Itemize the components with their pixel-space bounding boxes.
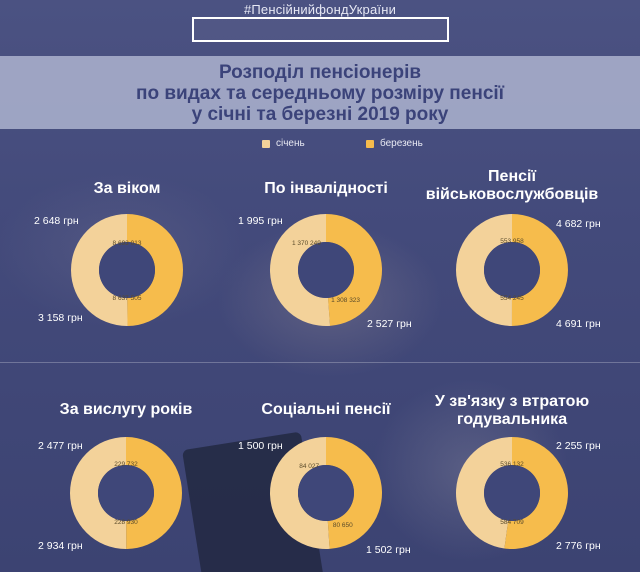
donut-chart: 1 370 249 1 308 323 [270,214,383,326]
count-label-march: 554 245 [500,295,524,302]
legend: січень березень [0,138,640,154]
count-label-march: 228 930 [114,519,138,526]
donut-chart: 229 732 228 930 [70,437,183,549]
panel-title-line-2: військовослужбовців [425,186,599,203]
panel-title: За віком [17,180,237,198]
donut-hole [298,465,354,521]
legend-swatch-march [366,139,374,148]
count-label-january: 1 370 249 [292,240,321,247]
avg-pension-january: 4 682 грн [556,218,601,230]
row-divider [0,362,640,363]
panel-title: По інвалідності [216,180,436,198]
slice-march [511,214,568,326]
header-frame [192,17,449,42]
count-label-january: 553 958 [500,238,524,245]
slice-january [270,214,331,326]
panel-title-line-1: По інвалідності [264,180,388,197]
avg-pension-january: 2 477 грн [38,440,83,452]
donut-hole [98,465,154,521]
slice-january [270,437,330,549]
count-label-march: 1 308 323 [331,297,360,304]
slice-march [326,437,383,549]
donut-chart: 536 132 584 709 [455,437,568,549]
slice-january [70,214,128,326]
avg-pension-march: 1 502 грн [366,544,411,556]
donut-hole [298,242,354,298]
count-label-january: 84 027 [299,463,319,470]
legend-label-january: січень [276,138,305,149]
count-label-january: 536 132 [500,461,524,468]
panel-title: За вислугу років [11,401,241,419]
panel-title: Пенсії військовослужбовців [397,168,627,204]
avg-pension-january: 2 648 грн [34,215,79,227]
count-label-march: 80 650 [333,522,353,529]
donut-chart: 84 027 80 650 [270,437,383,549]
donut-chart: 553 958 554 245 [456,214,568,326]
donut-hole [99,242,155,298]
title-band [0,56,640,129]
donut-hole [484,465,540,521]
panel-title-line-2: годувальника [456,411,568,428]
panel-title: У зв'язку з втратою годувальника [392,393,632,429]
panel-title-line-1: За вислугу років [59,401,193,418]
avg-pension-march: 2 527 грн [367,318,412,330]
avg-pension-january: 1 500 грн [238,440,283,452]
slice-january [455,437,512,549]
donut-chart: 8 693 013 8 637 505 [70,214,183,326]
title-line-1: Розподіл пенсіонерів [218,62,422,83]
avg-pension-january: 2 255 грн [556,440,601,452]
panel-title-line-1: Соціальні пенсії [261,401,391,418]
title-line-2: по видах та середньому розміру пенсії [135,83,505,104]
avg-pension-march: 2 776 грн [556,540,601,552]
hashtag: #ПенсійнийфондУкраїни [243,2,397,17]
page-title: Розподіл пенсіонерів по видах та середнь… [0,62,640,125]
avg-pension-march: 4 691 грн [556,318,601,330]
legend-label-march: березень [380,138,423,149]
slice-march [126,437,183,549]
legend-swatch-january [262,139,270,148]
slice-march [326,214,383,326]
panel-title: Соціальні пенсії [211,401,441,419]
avg-pension-march: 3 158 грн [38,312,83,324]
title-line-3: у січні та березні 2019 року [191,104,449,125]
count-label-march: 8 637 505 [113,295,142,302]
slice-january [70,437,127,549]
panel-title-line-1: У зв'язку з втратою [434,393,590,410]
legend-item-january: січень [262,138,305,149]
donut-hole [484,242,540,298]
slice-march [504,437,568,549]
avg-pension-march: 2 934 грн [38,540,83,552]
panel-title-line-1: За віком [93,180,161,197]
legend-item-march: березень [366,138,423,149]
count-label-january: 229 732 [114,461,138,468]
panel-title-line-1: Пенсії [488,168,536,185]
avg-pension-january: 1 995 грн [238,215,283,227]
count-label-january: 8 693 013 [113,240,142,247]
slice-january [456,214,512,326]
count-label-march: 584 709 [500,519,524,526]
